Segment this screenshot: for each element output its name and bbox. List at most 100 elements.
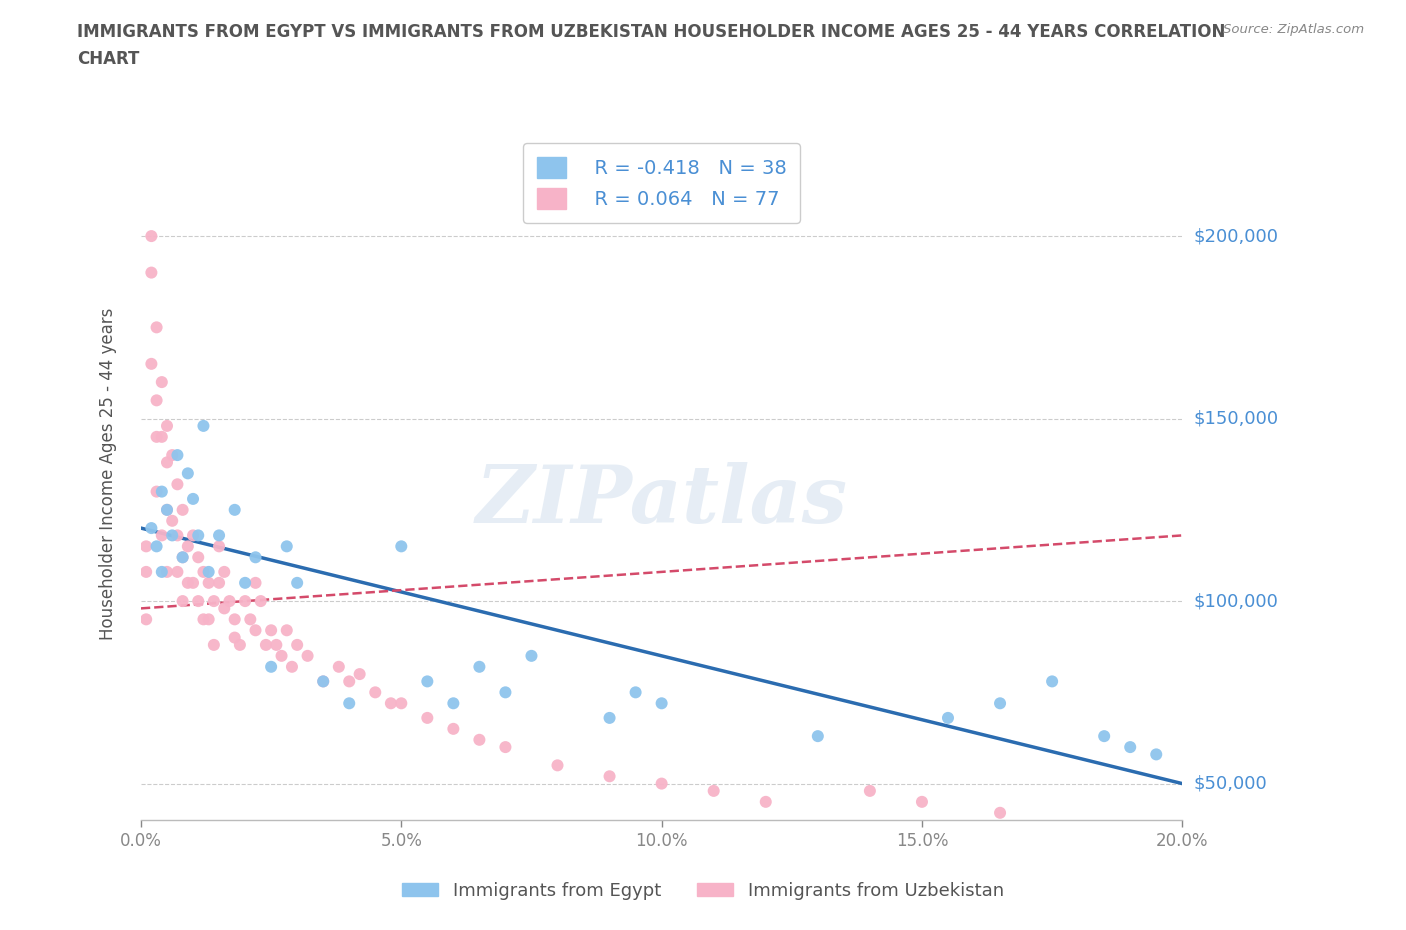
Text: $150,000: $150,000 xyxy=(1194,409,1278,428)
Point xyxy=(285,576,308,591)
Point xyxy=(197,565,219,579)
Point xyxy=(141,265,163,280)
Point xyxy=(156,455,179,470)
Y-axis label: Householder Income Ages 25 - 44 years: Householder Income Ages 25 - 44 years xyxy=(100,307,117,640)
Point xyxy=(254,637,277,652)
Point xyxy=(150,430,173,445)
Point xyxy=(494,739,516,754)
Point xyxy=(245,550,267,565)
Text: $50,000: $50,000 xyxy=(1194,775,1267,792)
Point xyxy=(364,684,387,699)
Point xyxy=(245,576,267,591)
Text: ZIPatlas: ZIPatlas xyxy=(475,462,848,539)
Point xyxy=(150,528,173,543)
Point xyxy=(224,612,246,627)
Point xyxy=(218,593,240,608)
Point xyxy=(1144,747,1167,762)
Point xyxy=(177,466,200,481)
Point xyxy=(337,696,360,711)
Point xyxy=(911,794,934,809)
Legend:   R = -0.418   N = 38,   R = 0.064   N = 77: R = -0.418 N = 38, R = 0.064 N = 77 xyxy=(523,143,800,222)
Point xyxy=(197,612,219,627)
Point xyxy=(380,696,402,711)
Point xyxy=(145,538,167,553)
Point xyxy=(281,659,304,674)
Text: $100,000: $100,000 xyxy=(1194,592,1278,610)
Point xyxy=(297,648,319,663)
Point xyxy=(1040,674,1063,689)
Point xyxy=(197,576,219,591)
Point xyxy=(177,538,200,553)
Point xyxy=(172,550,194,565)
Point xyxy=(181,576,204,591)
Point xyxy=(229,637,252,652)
Point xyxy=(181,528,204,543)
Point xyxy=(181,491,204,506)
Point xyxy=(441,722,464,737)
Point xyxy=(135,538,157,553)
Point xyxy=(270,648,292,663)
Point xyxy=(239,612,262,627)
Point xyxy=(193,612,215,627)
Point xyxy=(145,430,167,445)
Point xyxy=(150,485,173,499)
Text: $200,000: $200,000 xyxy=(1194,227,1278,246)
Point xyxy=(150,375,173,390)
Point xyxy=(389,538,412,553)
Point xyxy=(141,356,163,371)
Point xyxy=(187,528,209,543)
Point xyxy=(214,565,236,579)
Point xyxy=(703,783,725,798)
Point xyxy=(494,684,516,699)
Point xyxy=(312,674,335,689)
Point xyxy=(988,696,1011,711)
Point xyxy=(233,576,256,591)
Point xyxy=(441,696,464,711)
Point xyxy=(166,477,188,492)
Point xyxy=(651,696,673,711)
Point xyxy=(260,659,283,674)
Point xyxy=(266,637,288,652)
Point xyxy=(166,447,188,462)
Point xyxy=(276,623,298,638)
Point xyxy=(156,502,179,517)
Point xyxy=(141,229,163,244)
Text: IMMIGRANTS FROM EGYPT VS IMMIGRANTS FROM UZBEKISTAN HOUSEHOLDER INCOME AGES 25 -: IMMIGRANTS FROM EGYPT VS IMMIGRANTS FROM… xyxy=(77,23,1226,68)
Point xyxy=(214,601,236,616)
Point xyxy=(145,392,167,407)
Point xyxy=(1119,739,1142,754)
Point xyxy=(193,565,215,579)
Point xyxy=(416,674,439,689)
Point xyxy=(160,528,183,543)
Point xyxy=(156,418,179,433)
Point xyxy=(166,565,188,579)
Point xyxy=(349,667,371,682)
Point xyxy=(1092,729,1115,744)
Point xyxy=(141,521,163,536)
Point xyxy=(337,674,360,689)
Point xyxy=(160,513,183,528)
Point xyxy=(145,320,167,335)
Point xyxy=(233,593,256,608)
Point xyxy=(520,648,543,663)
Point xyxy=(651,777,673,791)
Point xyxy=(135,565,157,579)
Point xyxy=(145,485,167,499)
Point xyxy=(285,637,308,652)
Point xyxy=(599,769,621,784)
Point xyxy=(416,711,439,725)
Point xyxy=(172,502,194,517)
Point xyxy=(312,674,335,689)
Point xyxy=(624,684,647,699)
Point xyxy=(389,696,412,711)
Point xyxy=(224,631,246,645)
Point xyxy=(166,528,188,543)
Point xyxy=(156,502,179,517)
Point xyxy=(172,593,194,608)
Point xyxy=(807,729,830,744)
Point xyxy=(328,659,350,674)
Point xyxy=(245,623,267,638)
Point xyxy=(468,659,491,674)
Point xyxy=(156,565,179,579)
Point xyxy=(172,550,194,565)
